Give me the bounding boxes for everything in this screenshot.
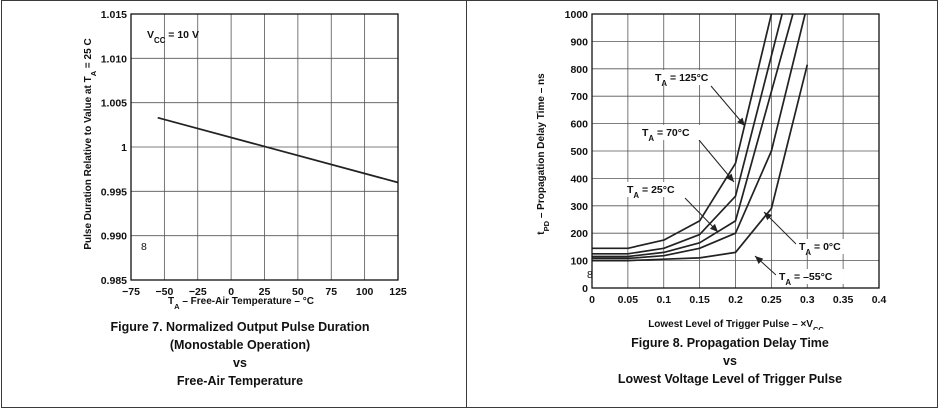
curve-label-2: TA = 70°C xyxy=(642,127,690,143)
curve-label-bg xyxy=(639,125,701,140)
y-tick-label: 600 xyxy=(570,119,588,131)
figure-8-caption: Figure 8. Propagation Delay Time vs Lowe… xyxy=(560,334,900,388)
series-line-4 xyxy=(592,13,806,260)
series-line-3 xyxy=(592,13,794,258)
series-line-2 xyxy=(592,13,783,255)
figure-7-y-axis-label: Pulse Duration Relative to Value at TA =… xyxy=(83,38,98,249)
x-tick-label: −25 xyxy=(189,286,207,298)
curve-label-leader xyxy=(710,85,746,127)
figure-8-plot-frame xyxy=(591,13,880,289)
y-tick-label: 1.015 xyxy=(101,9,127,21)
figure-7-caption-line-4: Free-Air Temperature xyxy=(176,374,304,388)
figure-7-chart: −75 −50 −25 0 25 50 75 100 125 0.985 0.990 0.995 1 1… xyxy=(83,9,407,311)
figure-7-plot-frame xyxy=(130,13,399,281)
y-tick-label: 0 xyxy=(582,283,588,295)
curve-label-1: TA = 125°C xyxy=(655,72,709,88)
series-line-1 xyxy=(157,116,399,184)
curve-label-3: TA = 25°C xyxy=(627,184,675,200)
y-tick-label: 100 xyxy=(570,256,588,268)
curve-label-arrowhead xyxy=(737,117,745,126)
y-tick-label: 1.005 xyxy=(101,98,127,110)
y-tick-label: 200 xyxy=(570,228,588,240)
y-tick-label: 900 xyxy=(570,36,588,48)
figure-7-vcc-annotation: VCC = 10 V xyxy=(147,29,199,45)
x-tick-label: 75 xyxy=(325,286,337,298)
curve-label-5: TA = –55°C xyxy=(779,271,833,287)
figure-7-caption: Figure 7. Normalized Output Pulse Durati… xyxy=(90,318,390,390)
curve-label-bg xyxy=(652,70,720,85)
x-tick-label: 50 xyxy=(292,286,304,298)
y-tick-label: 0.990 xyxy=(101,231,127,243)
x-tick-label: 0.05 xyxy=(618,294,639,306)
figure-8-y-ticks: 0 100 200 300 400 500 600 700 800 900 1000 xyxy=(565,9,589,295)
y-tick-label: 500 xyxy=(570,146,588,158)
x-tick-label: 0.2 xyxy=(728,294,743,306)
x-tick-label: 0 xyxy=(589,294,595,306)
y-tick-label: 0.995 xyxy=(101,186,127,198)
figure-7-page-marker: 8 xyxy=(141,241,147,253)
curve-label-bg xyxy=(796,239,853,254)
figure-8-page-marker: 8 xyxy=(587,269,593,281)
y-tick-label: 1000 xyxy=(565,9,589,21)
x-tick-label: 0.1 xyxy=(656,294,671,306)
y-tick-label: 800 xyxy=(570,64,588,76)
x-tick-label: 0.25 xyxy=(761,294,782,306)
x-tick-label: 0.3 xyxy=(800,294,815,306)
figure-8-caption-line-3: Lowest Voltage Level of Trigger Pulse xyxy=(617,372,843,386)
figure-8-chart: 0 0.05 0.1 0.15 0.2 0.25 0.3 0.35 0.4 0 100 200 300… xyxy=(536,9,886,330)
figure-8-caption-line-1: Figure 8. Propagation Delay Time xyxy=(631,336,829,350)
figure-7-y-ticks: 0.985 0.990 0.995 1 1.005 1.010 1.015 xyxy=(101,9,127,287)
curve-label-bg xyxy=(776,269,844,284)
figure-8-y-axis-label: tPD – Propagation Delay Time – ns xyxy=(536,73,551,235)
figure-7-caption-line-3: vs xyxy=(233,356,247,370)
figure-8-curve-labels: TA = 125°C TA = 70°C TA = 25°C TA = 0°C TA =… xyxy=(624,70,853,287)
figure-7-x-axis-label: TA – Free-Air Temperature – °C xyxy=(168,296,314,311)
y-tick-label: 1 xyxy=(121,142,127,154)
curve-label-arrowhead xyxy=(726,173,734,182)
x-tick-label: 0.15 xyxy=(689,294,710,306)
y-tick-label: 1.010 xyxy=(101,53,127,65)
series-line-1 xyxy=(592,13,773,250)
series-line-5 xyxy=(592,64,809,262)
y-tick-label: 300 xyxy=(570,201,588,213)
curve-label-4: TA = 0°C xyxy=(799,241,841,257)
curve-label-leader xyxy=(698,139,735,183)
curve-label-arrowhead xyxy=(755,256,764,264)
x-tick-label: −75 xyxy=(122,286,140,298)
figure-8-x-axis-label: Lowest Level of Trigger Pulse – ×VCC xyxy=(648,319,824,330)
figure-8-caption-line-2: vs xyxy=(723,354,737,368)
x-tick-label: 0.4 xyxy=(872,294,887,306)
x-tick-label: 0 xyxy=(228,286,234,298)
curve-label-bg xyxy=(624,182,686,197)
curve-label-arrowhead xyxy=(709,223,718,232)
figure-8-x-ticks: 0 0.05 0.1 0.15 0.2 0.25 0.3 0.35 0.4 xyxy=(589,294,886,306)
figure-8-series-group xyxy=(592,13,809,262)
x-tick-label: 0.35 xyxy=(833,294,854,306)
x-tick-label: 100 xyxy=(356,286,374,298)
y-tick-label: 700 xyxy=(570,91,588,103)
figure-7-caption-line-2: (Monostable Operation) xyxy=(169,338,311,352)
curve-label-arrowhead xyxy=(764,212,773,221)
y-tick-label: 400 xyxy=(570,173,588,185)
y-tick-label: 0.985 xyxy=(101,275,127,287)
x-tick-label: −50 xyxy=(155,286,173,298)
figure-7-x-ticks: −75 −50 −25 0 25 50 75 100 125 xyxy=(122,286,407,298)
figure-7-caption-line-1: Figure 7. Normalized Output Pulse Durati… xyxy=(110,320,370,334)
x-tick-label: 25 xyxy=(259,286,271,298)
figure-7-series-group xyxy=(157,116,399,184)
x-tick-label: 125 xyxy=(389,286,407,298)
